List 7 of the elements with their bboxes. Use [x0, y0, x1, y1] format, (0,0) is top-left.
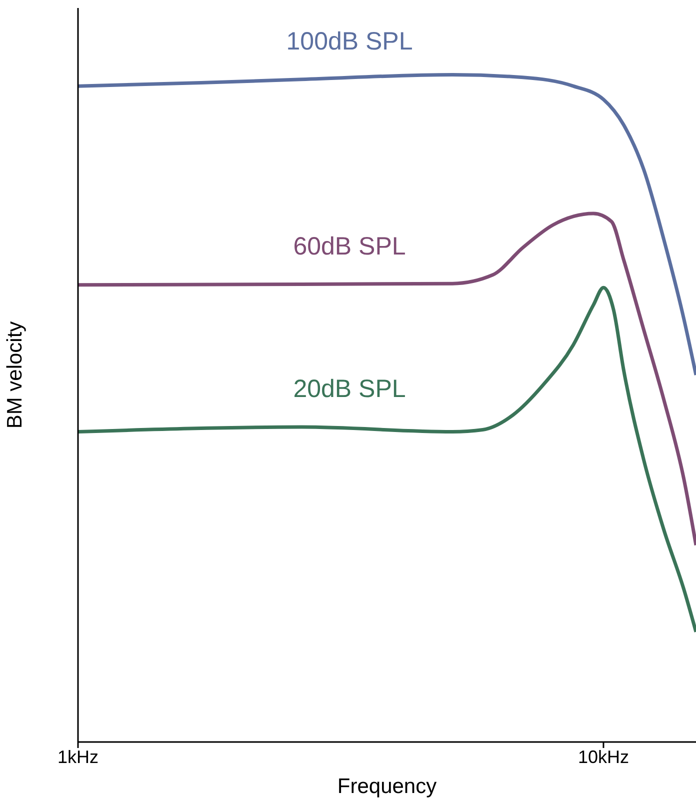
series-label: 60dB SPL [293, 232, 406, 260]
x-axis-title: Frequency [337, 775, 438, 798]
x-tick-label: 10kHz [578, 746, 629, 767]
series-label: 20dB SPL [293, 375, 406, 404]
x-tick-label: 1kHz [57, 746, 99, 767]
y-axis-title: BM velocity [3, 320, 26, 429]
series-label: 100dB SPL [286, 27, 413, 56]
